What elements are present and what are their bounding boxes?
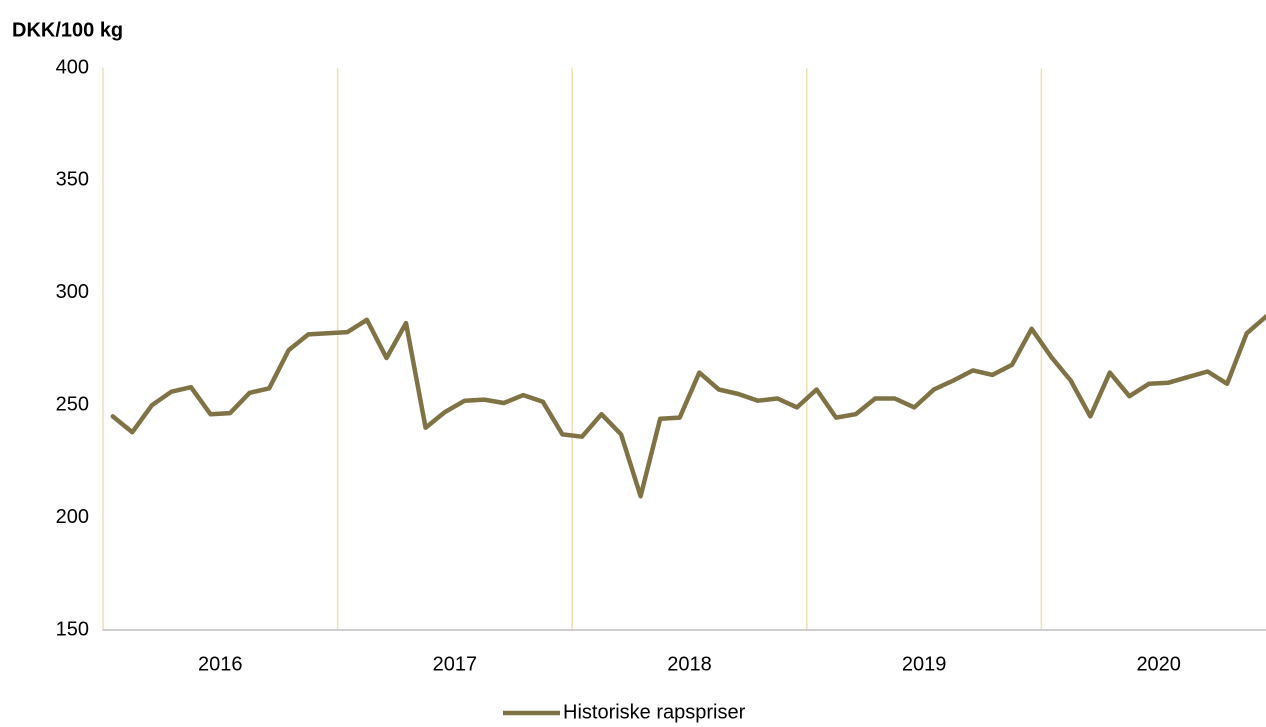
x-tick-label: 2016	[198, 653, 243, 675]
data-line	[110, 314, 1266, 499]
chart-title: DKK/100 kg	[12, 19, 123, 41]
x-tick-label: 2019	[902, 653, 947, 675]
x-tick-label: 2017	[433, 653, 478, 675]
x-tick-label: 2018	[667, 653, 712, 675]
y-tick-label: 250	[56, 393, 89, 415]
y-tick-label: 350	[56, 169, 89, 191]
legend-label: Historiske rapspriser	[563, 701, 746, 723]
x-tick-label: 2020	[1136, 653, 1181, 675]
y-tick-label: 400	[56, 56, 89, 78]
y-tick-label: 150	[56, 618, 89, 640]
y-tick-label: 300	[56, 281, 89, 303]
y-tick-label: 200	[56, 506, 89, 528]
